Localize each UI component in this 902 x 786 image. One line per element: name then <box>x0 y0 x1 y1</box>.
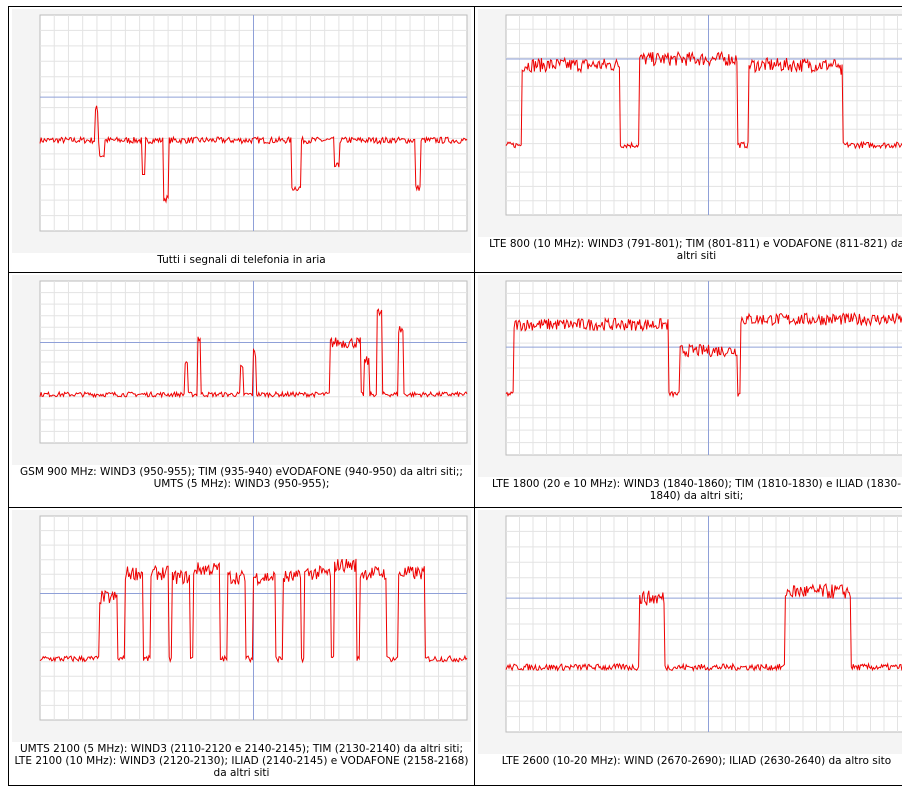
cell: Tutti i segnali di telefonia in aria <box>8 6 475 273</box>
spectrum-plot <box>12 275 471 465</box>
cell: LTE 2600 (10-20 MHz): WIND (2670-2690); … <box>474 507 902 786</box>
caption: LTE 800 (10 MHz): WIND3 (791-801); TIM (… <box>489 238 902 262</box>
spectrum-trace <box>39 558 468 664</box>
caption: LTE 2600 (10-20 MHz): WIND (2670-2690); … <box>501 755 892 767</box>
spectrum-trace <box>505 583 902 673</box>
figure-table: Tutti i segnali di telefonia in aria LTE… <box>8 6 902 786</box>
caption: Tutti i segnali di telefonia in aria <box>157 254 326 266</box>
cell: LTE 1800 (20 e 10 MHz): WIND3 (1840-1860… <box>474 272 902 508</box>
spectrum-trace <box>505 311 902 399</box>
spectrum-plot <box>478 510 902 754</box>
caption: LTE 1800 (20 e 10 MHz): WIND3 (1840-1860… <box>491 478 902 502</box>
spectrum-trace <box>39 105 468 204</box>
spectrum-plot <box>478 275 902 477</box>
cell: LTE 800 (10 MHz): WIND3 (791-801); TIM (… <box>474 6 902 273</box>
spectrum-trace <box>39 308 468 399</box>
cell: GSM 900 MHz: WIND3 (950-955); TIM (935-9… <box>8 272 475 508</box>
spectrum-plot <box>478 9 902 237</box>
spectrum-plot <box>12 9 471 253</box>
caption: UMTS 2100 (5 MHz): WIND3 (2110-2120 e 21… <box>14 743 469 779</box>
spectrum-trace <box>505 50 902 150</box>
spectrum-plot <box>12 510 471 742</box>
cell: UMTS 2100 (5 MHz): WIND3 (2110-2120 e 21… <box>8 507 475 786</box>
caption: GSM 900 MHz: WIND3 (950-955); TIM (935-9… <box>20 466 463 490</box>
